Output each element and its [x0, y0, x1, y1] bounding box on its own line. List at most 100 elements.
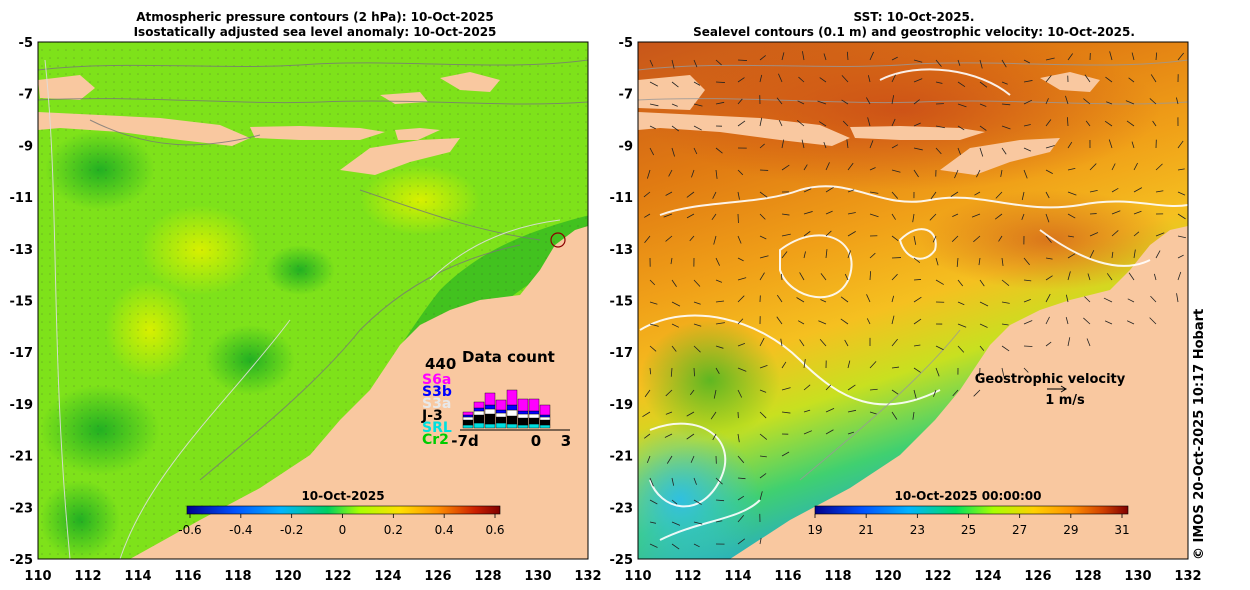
- x-tick-label: 118: [824, 569, 851, 584]
- velocity-arrow: [891, 366, 900, 369]
- velocity-arrow: [891, 213, 896, 220]
- velocity-arrow: [1089, 232, 1099, 237]
- right-colorbar: [814, 505, 1129, 515]
- velocity-arrow: [818, 320, 827, 325]
- velocity-arrow: [802, 51, 805, 61]
- velocity-arrow: [1023, 279, 1032, 282]
- velocity-arrow: [957, 81, 966, 88]
- y-tick-label: -23: [10, 501, 34, 516]
- velocity-arrow: [715, 520, 723, 523]
- velocity-arrow: [737, 343, 746, 347]
- velocity-arrow: [737, 495, 745, 501]
- velocity-arrow: [781, 213, 790, 216]
- velocity-arrow: [1133, 187, 1143, 193]
- velocity-arrow: [979, 147, 984, 157]
- velocity-arrow: [715, 345, 724, 349]
- y-tick-label: -9: [19, 139, 33, 154]
- velocity-arrow: [819, 77, 827, 83]
- velocity-arrow: [759, 473, 767, 479]
- velocity-arrow: [759, 255, 769, 259]
- velocity-arrow: [1086, 338, 1091, 347]
- velocity-arrow: [913, 122, 921, 127]
- velocity-arrow: [737, 169, 744, 176]
- velocity-arrow: [1128, 272, 1135, 281]
- velocity-arrow: [1023, 169, 1028, 179]
- velocity-arrow: [913, 169, 919, 178]
- colorbar-label: 0.6: [485, 523, 504, 537]
- velocity-arrow: [715, 477, 723, 485]
- left-colorbar-title: 10-Oct-2025: [301, 489, 384, 503]
- colorbar-label: 21: [859, 523, 874, 537]
- velocity-arrow: [649, 125, 657, 130]
- velocity-arrow: [913, 257, 921, 264]
- velocity-legend-title: Geostrophic velocity: [975, 372, 1126, 387]
- velocity-arrow: [715, 169, 718, 179]
- x-tick-label: 110: [624, 569, 651, 584]
- colorbar-label: 19: [807, 523, 822, 537]
- velocity-arrow: [1133, 162, 1138, 171]
- velocity-arrow: [1067, 235, 1075, 238]
- velocity-arrow: [649, 81, 659, 87]
- velocity-arrow: [759, 74, 763, 83]
- velocity-arrow: [1177, 235, 1186, 239]
- velocity-arrow: [1023, 257, 1030, 266]
- velocity-arrow: [1001, 59, 1007, 68]
- velocity-arrow: [803, 409, 811, 413]
- velocity-arrow: [780, 273, 783, 281]
- data-count-bar: [539, 416, 551, 421]
- velocity-arrow: [649, 147, 655, 156]
- velocity-arrow: [796, 297, 805, 303]
- velocity-arrow: [994, 213, 1003, 220]
- velocity-arrow: [715, 257, 720, 266]
- y-tick-label: -13: [10, 243, 34, 258]
- pressure-contours: [38, 59, 588, 481]
- velocity-arrow: [1177, 168, 1185, 171]
- velocity-arrow: [869, 361, 877, 369]
- mission-label: J-3: [421, 408, 443, 424]
- velocity-arrow: [803, 384, 811, 391]
- y-tick-label: -15: [10, 295, 34, 310]
- velocity-arrow: [1001, 81, 1008, 85]
- velocity-arrow: [799, 272, 805, 281]
- velocity-arrow: [841, 75, 849, 83]
- y-tick-label: -17: [610, 346, 634, 361]
- velocity-arrow: [737, 538, 746, 545]
- velocity-arrow: [693, 125, 702, 131]
- bathymetry-contours-right: [638, 59, 1188, 481]
- velocity-arrow: [1045, 235, 1052, 243]
- velocity-arrow: [891, 338, 898, 347]
- velocity-arrow: [670, 257, 673, 265]
- velocity-arrow: [1045, 257, 1053, 260]
- velocity-arrow: [1111, 230, 1119, 237]
- velocity-arrow: [979, 323, 988, 328]
- data-count-bar: [495, 409, 507, 414]
- velocity-arrow: [671, 279, 677, 288]
- velocity-arrow: [1150, 295, 1157, 303]
- x-tick-label: 124: [374, 569, 401, 584]
- velocity-arrow: [693, 147, 698, 155]
- velocity-arrow: [1149, 98, 1157, 105]
- x-tick-label: 120: [874, 569, 901, 584]
- y-tick-label: -25: [610, 553, 634, 568]
- velocity-arrow: [891, 295, 895, 303]
- velocity-arrow: [869, 213, 879, 218]
- x-tick-label: 128: [1074, 569, 1101, 584]
- velocity-arrow: [912, 411, 915, 420]
- velocity-arrow: [759, 433, 768, 440]
- velocity-arrow: [693, 59, 698, 68]
- velocity-arrow: [825, 249, 828, 259]
- velocity-arrow: [957, 103, 967, 108]
- data-count-bar: [517, 417, 529, 426]
- velocity-arrow: [666, 455, 673, 464]
- velocity-arrow: [715, 367, 720, 375]
- velocity-arrow: [1023, 147, 1032, 152]
- land-right: [638, 72, 1188, 559]
- velocity-arrow: [759, 337, 765, 347]
- velocity-arrow: [715, 499, 725, 502]
- velocity-arrow: [1023, 367, 1029, 373]
- sst-warm-region: [640, 42, 1160, 190]
- right-title-line-1: SST: 10-Oct-2025.: [853, 10, 975, 24]
- velocity-arrow: [869, 252, 876, 259]
- colorbar-label: 29: [1063, 523, 1078, 537]
